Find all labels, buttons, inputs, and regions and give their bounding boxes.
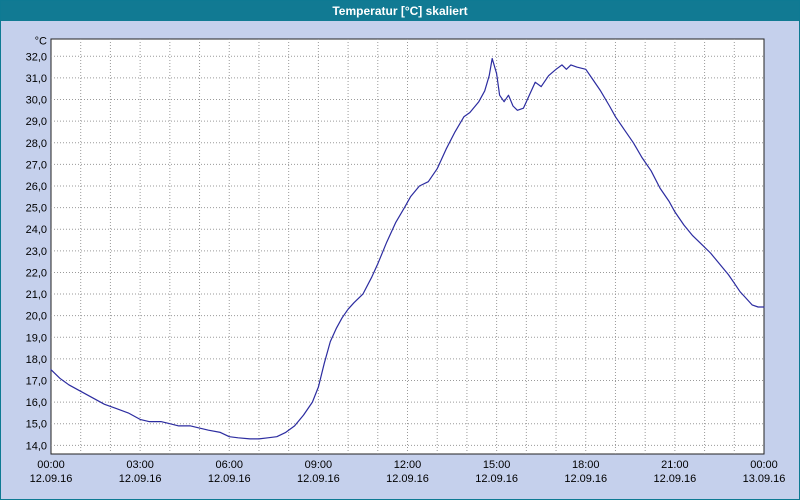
- x-tick-date-label: 12.09.16: [208, 473, 251, 485]
- x-tick-time-label: 15:00: [483, 459, 511, 471]
- window-title: Temperatur [°C] skaliert: [332, 4, 468, 18]
- gridlines: [51, 39, 764, 454]
- y-tick-label: 16,0: [26, 397, 47, 409]
- y-tick-label: 20,0: [26, 311, 47, 323]
- y-tick-label: 29,0: [26, 116, 47, 128]
- y-tick-label: 23,0: [26, 246, 47, 258]
- y-tick-label: 32,0: [26, 51, 47, 63]
- y-tick-label: 19,0: [26, 332, 47, 344]
- y-tick-label: 28,0: [26, 138, 47, 150]
- window-title-bar: Temperatur [°C] skaliert: [1, 1, 799, 21]
- x-tick-time-label: 06:00: [215, 459, 243, 471]
- y-tick-label: 26,0: [26, 181, 47, 193]
- x-tick-time-label: 09:00: [305, 459, 333, 471]
- temperature-chart: °C 32,0 31,0 30,0 29,0 28,0 27,0 26,0 25,0 24,0 23…: [26, 35, 786, 485]
- x-tick-date-label: 12.09.16: [30, 473, 73, 485]
- y-tick-label: 24,0: [26, 224, 47, 236]
- y-tick-label: 22,0: [26, 267, 47, 279]
- x-tick-date-label: 12.09.16: [297, 473, 340, 485]
- y-tick-label: 25,0: [26, 203, 47, 215]
- y-tick-label: 21,0: [26, 289, 47, 301]
- temperature-line: [50, 57, 765, 440]
- x-tick-time-label: 00:00: [750, 459, 778, 471]
- x-tick-time-label: 18:00: [572, 459, 600, 471]
- y-tick-label: 30,0: [26, 95, 47, 107]
- x-tick-time-label: 03:00: [126, 459, 154, 471]
- x-tick-time-label: 21:00: [661, 459, 689, 471]
- y-tick-label: 15,0: [26, 419, 47, 431]
- y-axis-unit-label: °C: [35, 35, 47, 47]
- x-tick-date-label: 12.09.16: [475, 473, 518, 485]
- x-tick-date-label: 13.09.16: [743, 473, 786, 485]
- y-tick-label: 31,0: [26, 73, 47, 85]
- chart-area: °C 32,0 31,0 30,0 29,0 28,0 27,0 26,0 25,0 24,0 23…: [1, 21, 799, 499]
- y-tick-label: 18,0: [26, 354, 47, 366]
- x-tick-date-label: 12.09.16: [653, 473, 696, 485]
- y-tick-label: 14,0: [26, 440, 47, 452]
- y-tick-label: 17,0: [26, 376, 47, 388]
- x-tick-time-label: 00:00: [37, 459, 65, 471]
- y-tick-label: 27,0: [26, 159, 47, 171]
- x-tick-date-label: 12.09.16: [564, 473, 607, 485]
- x-tick-time-label: 12:00: [394, 459, 422, 471]
- x-tick-date-label: 12.09.16: [386, 473, 429, 485]
- x-tick-date-label: 12.09.16: [119, 473, 162, 485]
